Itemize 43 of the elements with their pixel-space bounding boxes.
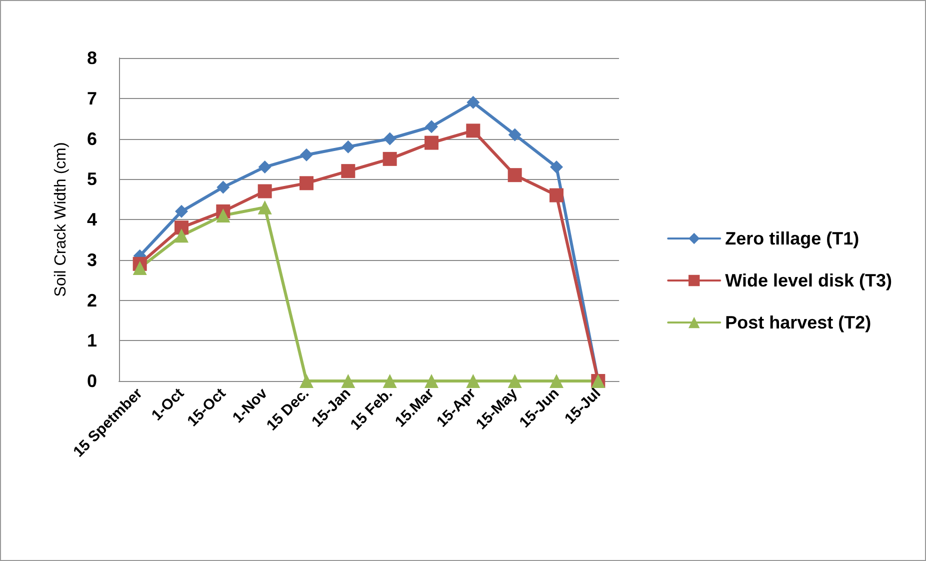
point: [508, 168, 522, 182]
point: [508, 128, 522, 142]
point: [466, 374, 480, 388]
point: [508, 374, 522, 388]
point: [132, 260, 147, 275]
point: [258, 160, 272, 174]
point: [216, 180, 230, 194]
point: [174, 220, 188, 235]
point: [342, 140, 355, 154]
point: [341, 164, 356, 178]
point: [300, 148, 313, 162]
point: [382, 152, 397, 166]
point: [424, 374, 438, 388]
y-tick-label: 1: [86, 330, 97, 351]
legend-label: Wide level disk (T3): [725, 270, 892, 290]
point: [550, 374, 564, 388]
point: [466, 124, 480, 138]
y-axis-title: Soil Crack Width (cm): [52, 142, 70, 297]
y-tick-label: 7: [86, 88, 97, 108]
point: [216, 208, 230, 222]
point: [550, 188, 564, 202]
legend-label: Zero tillage (T1): [725, 228, 860, 248]
y-tick-label: 6: [86, 128, 97, 149]
point: [466, 96, 480, 109]
y-tick-label: 8: [86, 48, 97, 68]
y-tick-label: 4: [86, 210, 97, 230]
point: [550, 160, 563, 174]
point: [258, 200, 272, 214]
point: [424, 136, 438, 150]
point: [175, 204, 188, 218]
point: [300, 176, 314, 190]
y-tick-label: 2: [86, 290, 97, 310]
point: [383, 132, 396, 146]
point: [174, 228, 188, 243]
point: [382, 374, 397, 388]
y-tick-label: 0: [86, 371, 97, 391]
point: [258, 184, 272, 198]
point: [341, 374, 356, 388]
y-tick-label: 5: [86, 169, 97, 190]
legend-label: Post harvest (T2): [725, 312, 872, 332]
y-tick-label: 3: [86, 250, 97, 270]
point: [300, 374, 314, 388]
point: [425, 120, 438, 134]
